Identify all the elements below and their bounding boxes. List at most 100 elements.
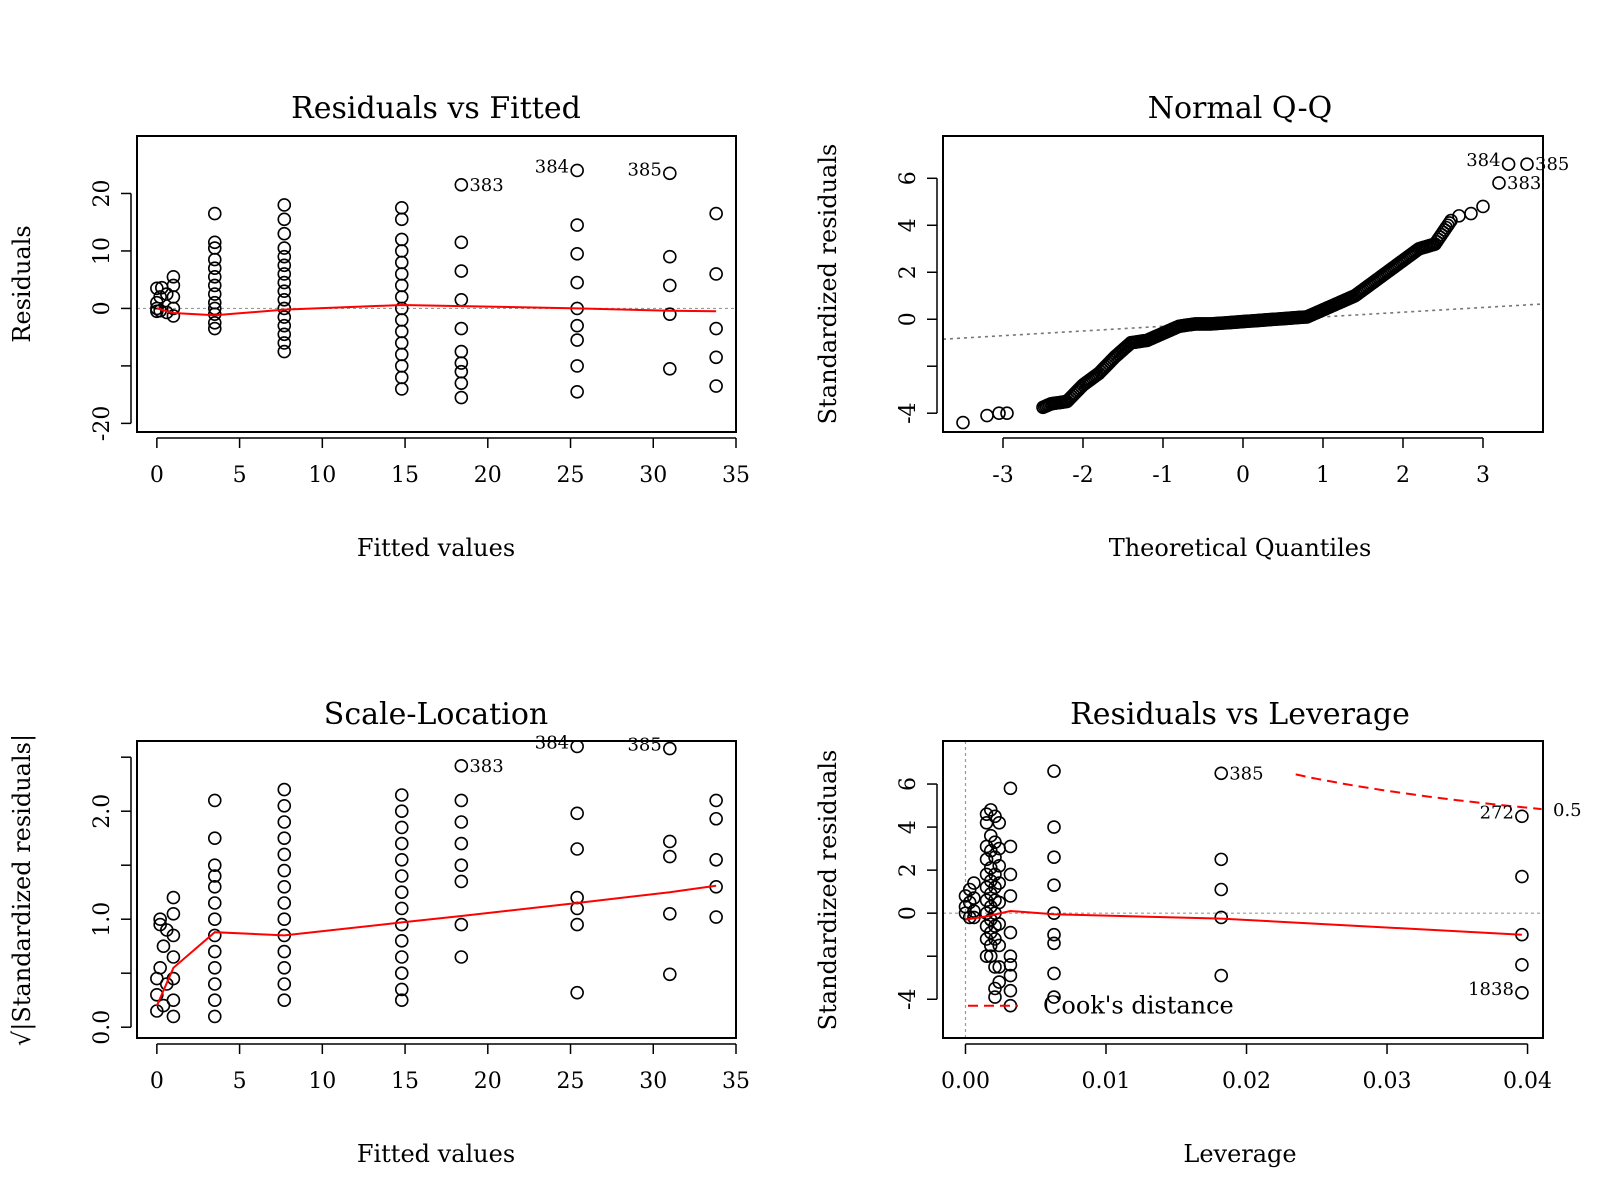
- y-tick-label: 4: [896, 218, 921, 232]
- y-tick-label: 6: [896, 171, 921, 185]
- data-point: [166, 301, 181, 316]
- data-point: [394, 336, 409, 350]
- x-tick-label: 0.03: [1363, 1069, 1412, 1094]
- data-point: [1003, 983, 1018, 998]
- x-tick-label: 25: [557, 463, 585, 488]
- x-tick-label: 0: [150, 463, 164, 488]
- data-point: [988, 880, 1002, 895]
- x-tick-label: 2: [1396, 463, 1410, 488]
- plot-area: [150, 741, 723, 1024]
- y-tick-label: -20: [90, 406, 115, 441]
- data-point: [1047, 878, 1061, 892]
- y-tick-label: 0: [896, 906, 921, 920]
- y-tick-label: 1.0: [90, 902, 115, 937]
- x-tick-label: 25: [557, 1069, 585, 1094]
- residuals-vs-fitted-panel: Residuals vs Fitted Fitted values Residu…: [8, 91, 750, 562]
- data-point: [1003, 781, 1018, 796]
- data-point: [454, 917, 469, 932]
- qq-point: [1000, 406, 1014, 421]
- y-tick-label: 4: [896, 820, 921, 834]
- data-point: [1214, 766, 1229, 781]
- plot-area: [137, 163, 736, 405]
- data-point: [277, 267, 292, 281]
- data-point: [709, 852, 723, 867]
- data-point: [570, 806, 584, 821]
- data-point: [570, 333, 584, 347]
- data-point: [709, 206, 723, 221]
- data-point: [967, 891, 981, 905]
- x-tick-label: -2: [1072, 463, 1093, 488]
- x-tick-label: 30: [639, 1069, 667, 1094]
- data-point: [277, 863, 292, 878]
- data-point: [1047, 936, 1061, 951]
- data-point: [277, 293, 292, 307]
- data-point: [277, 212, 292, 227]
- data-point: [166, 278, 181, 293]
- data-point: [394, 232, 409, 247]
- data-point: [1047, 850, 1061, 865]
- y-tick-label: 2.0: [90, 794, 115, 829]
- data-point: [663, 249, 677, 264]
- data-point: [394, 788, 409, 802]
- data-point: [394, 885, 409, 900]
- data-point: [207, 869, 222, 883]
- data-point: [207, 944, 222, 959]
- data-point: [988, 867, 1002, 882]
- data-point: [166, 993, 181, 1008]
- x-tick-label: 0.00: [941, 1069, 990, 1094]
- data-point: [277, 879, 292, 894]
- data-point: [1515, 958, 1529, 972]
- data-point: [988, 850, 1002, 865]
- data-point: [1047, 820, 1061, 834]
- data-point: [207, 977, 222, 991]
- data-point: [277, 782, 292, 797]
- data-point: [207, 206, 222, 221]
- data-point: [394, 324, 409, 339]
- y-tick-label: 0.0: [90, 1010, 115, 1045]
- data-point: [570, 163, 584, 178]
- y-tick-label: 10: [90, 237, 115, 265]
- plot-frame: [942, 740, 1544, 1039]
- smoother-line: [965, 909, 1522, 936]
- cooks-level-label: 0.5: [1553, 800, 1582, 821]
- data-point: [962, 895, 977, 910]
- panel-title: Residuals vs Leverage: [1070, 697, 1410, 732]
- data-point: [277, 798, 292, 813]
- data-point: [277, 344, 292, 359]
- data-point: [454, 235, 469, 250]
- y-axis-label: Residuals: [8, 225, 36, 342]
- data-point: [709, 379, 723, 393]
- data-point: [663, 166, 677, 181]
- data-point: [394, 869, 409, 883]
- x-tick-label: 5: [233, 463, 247, 488]
- data-point: [277, 993, 292, 1008]
- data-point: [207, 831, 222, 846]
- data-point: [1214, 852, 1229, 867]
- x-axis-label: Leverage: [1183, 1140, 1296, 1168]
- data-point: [277, 960, 292, 975]
- data-point: [166, 971, 181, 986]
- data-point: [394, 370, 409, 385]
- data-point: [709, 321, 723, 336]
- y-axis-label: √|Standardized residuals|: [8, 734, 37, 1046]
- data-point: [454, 836, 469, 851]
- point-id-label: 384: [535, 156, 569, 177]
- data-point: [166, 950, 181, 964]
- data-point: [394, 901, 409, 916]
- data-point: [394, 382, 409, 396]
- data-point: [277, 896, 292, 910]
- data-point: [207, 252, 222, 267]
- data-point: [454, 950, 469, 964]
- data-point: [1003, 949, 1018, 964]
- data-point: [394, 820, 409, 835]
- data-point: [277, 327, 292, 342]
- qq-reference-line: [943, 303, 1543, 341]
- data-point: [454, 815, 469, 829]
- x-tick-label: 10: [308, 1069, 336, 1094]
- data-point: [207, 896, 222, 910]
- x-tick-label: 35: [722, 463, 750, 488]
- data-point: [454, 874, 469, 889]
- data-point: [1047, 927, 1061, 942]
- data-point: [153, 290, 167, 304]
